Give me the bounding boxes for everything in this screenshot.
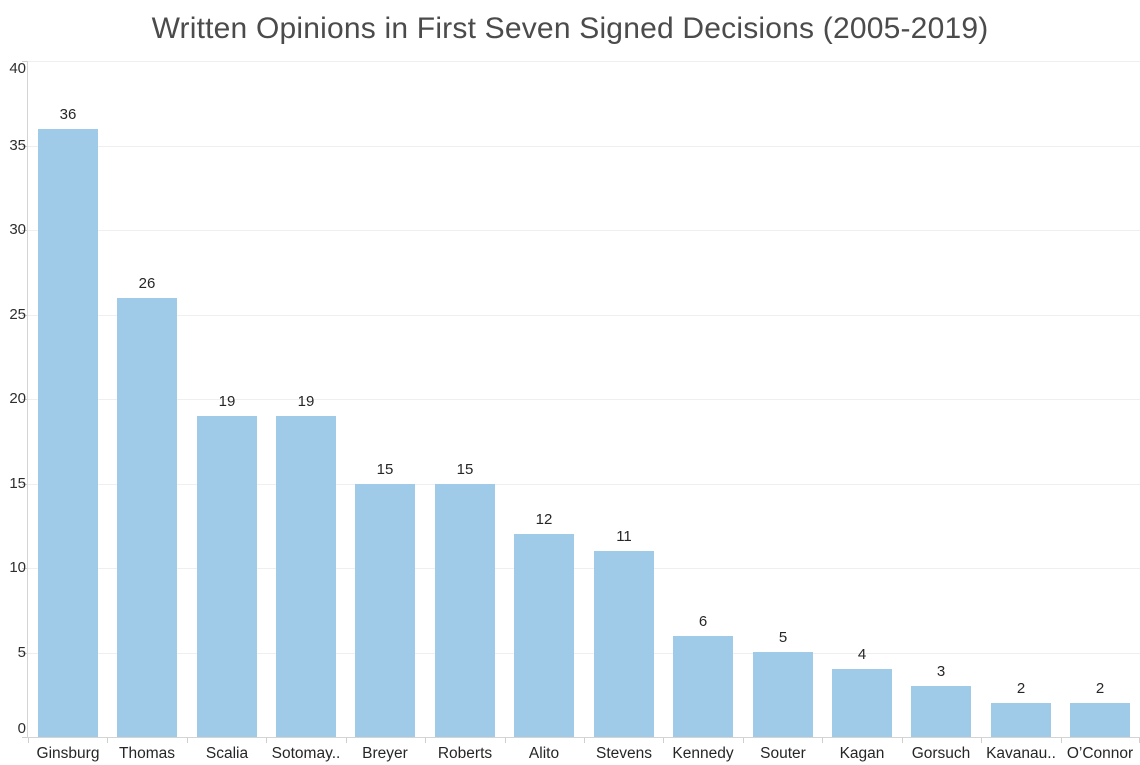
bar-kavanau-[interactable] [991,703,1051,737]
x-axis-label-10: Kagan [839,745,885,762]
x-axis-tick [584,738,585,743]
x-axis-label-7: Stevens [595,745,652,762]
y-axis-label-0: 0 [17,720,26,737]
bar-o-connor[interactable] [1070,703,1130,737]
y-axis-label-20: 20 [9,390,26,407]
x-axis-line [27,737,1140,738]
bar-value-label: 19 [297,393,315,410]
x-axis-label-9: Souter [760,745,806,762]
x-axis-label-8: Kennedy [672,745,734,762]
gridline-25 [28,315,1140,316]
x-axis-label-12: Kavanau.. [986,745,1056,762]
x-axis-tick [1061,738,1062,743]
gridline-30 [28,230,1140,231]
x-axis-tick [266,738,267,743]
y-axis-label-15: 15 [9,475,26,492]
x-axis-tick [822,738,823,743]
bar-gorsuch[interactable] [911,686,971,737]
x-axis-label-6: Alito [528,745,560,762]
x-axis-label-5: Roberts [437,745,493,762]
bar-value-label: 36 [59,106,77,123]
bar-scalia[interactable] [197,416,257,737]
bar-value-label: 19 [218,393,236,410]
bar-roberts[interactable] [435,484,495,737]
y-axis-label-10: 10 [9,559,26,576]
x-axis-tick [28,738,29,743]
bar-value-label: 12 [535,511,553,528]
bar-stevens[interactable] [594,551,654,737]
y-axis-tick [22,737,27,738]
bar-value-label: 11 [616,528,632,545]
y-axis-tick [22,568,27,569]
x-axis-tick [505,738,506,743]
chart-title: Written Opinions in First Seven Signed D… [151,12,989,45]
y-axis-label-25: 25 [9,306,26,323]
y-axis-tick [22,315,27,316]
x-axis-label-4: Breyer [362,745,408,762]
bar-souter[interactable] [753,652,813,737]
y-axis-tick [22,61,27,62]
x-axis-tick [663,738,664,743]
bar-value-label: 4 [857,646,867,663]
bar-value-label: 2 [1095,680,1105,697]
bar-ginsburg[interactable] [38,129,98,737]
y-axis-tick [22,230,27,231]
x-axis-tick [902,738,903,743]
x-axis-tick [743,738,744,743]
y-axis-label-30: 30 [9,221,26,238]
bar-breyer[interactable] [355,484,415,737]
gridline-20 [28,399,1140,400]
y-axis-tick [22,653,27,654]
y-axis-label-5: 5 [17,644,26,661]
y-axis-tick [22,146,27,147]
x-axis-label-0: Ginsburg [36,745,100,762]
x-axis-label-1: Thomas [119,745,175,762]
bar-value-label: 15 [456,461,474,478]
bar-thomas[interactable] [117,298,177,737]
y-axis-label-35: 35 [9,137,26,154]
bar-value-label: 2 [1016,680,1026,697]
y-axis-tick [22,484,27,485]
gridline-35 [28,146,1140,147]
x-axis-tick [981,738,982,743]
x-axis-label-2: Scalia [205,745,249,762]
gridline-5 [28,653,1140,654]
x-axis-label-11: Gorsuch [911,745,971,762]
gridline-15 [28,484,1140,485]
gridline-10 [28,568,1140,569]
bar-sotomay-[interactable] [276,416,336,737]
bar-value-label: 5 [778,629,788,646]
x-axis-tick [425,738,426,743]
bar-value-label: 26 [138,275,156,292]
bar-value-label: 15 [376,461,394,478]
bar-value-label: 6 [698,613,708,630]
bar-kagan[interactable] [832,669,892,737]
y-axis-line [27,61,28,737]
gridline-40 [28,61,1140,62]
y-axis-tick [22,399,27,400]
x-axis-tick [346,738,347,743]
bar-value-label: 3 [936,663,946,680]
x-axis-tick [107,738,108,743]
bar-alito[interactable] [514,534,574,737]
x-axis-label-3: Sotomay.. [271,745,341,762]
bar-kennedy[interactable] [673,636,733,737]
x-axis-label-13: O’Connor [1066,745,1134,762]
x-axis-tick [187,738,188,743]
y-axis-label-40: 40 [9,60,26,77]
